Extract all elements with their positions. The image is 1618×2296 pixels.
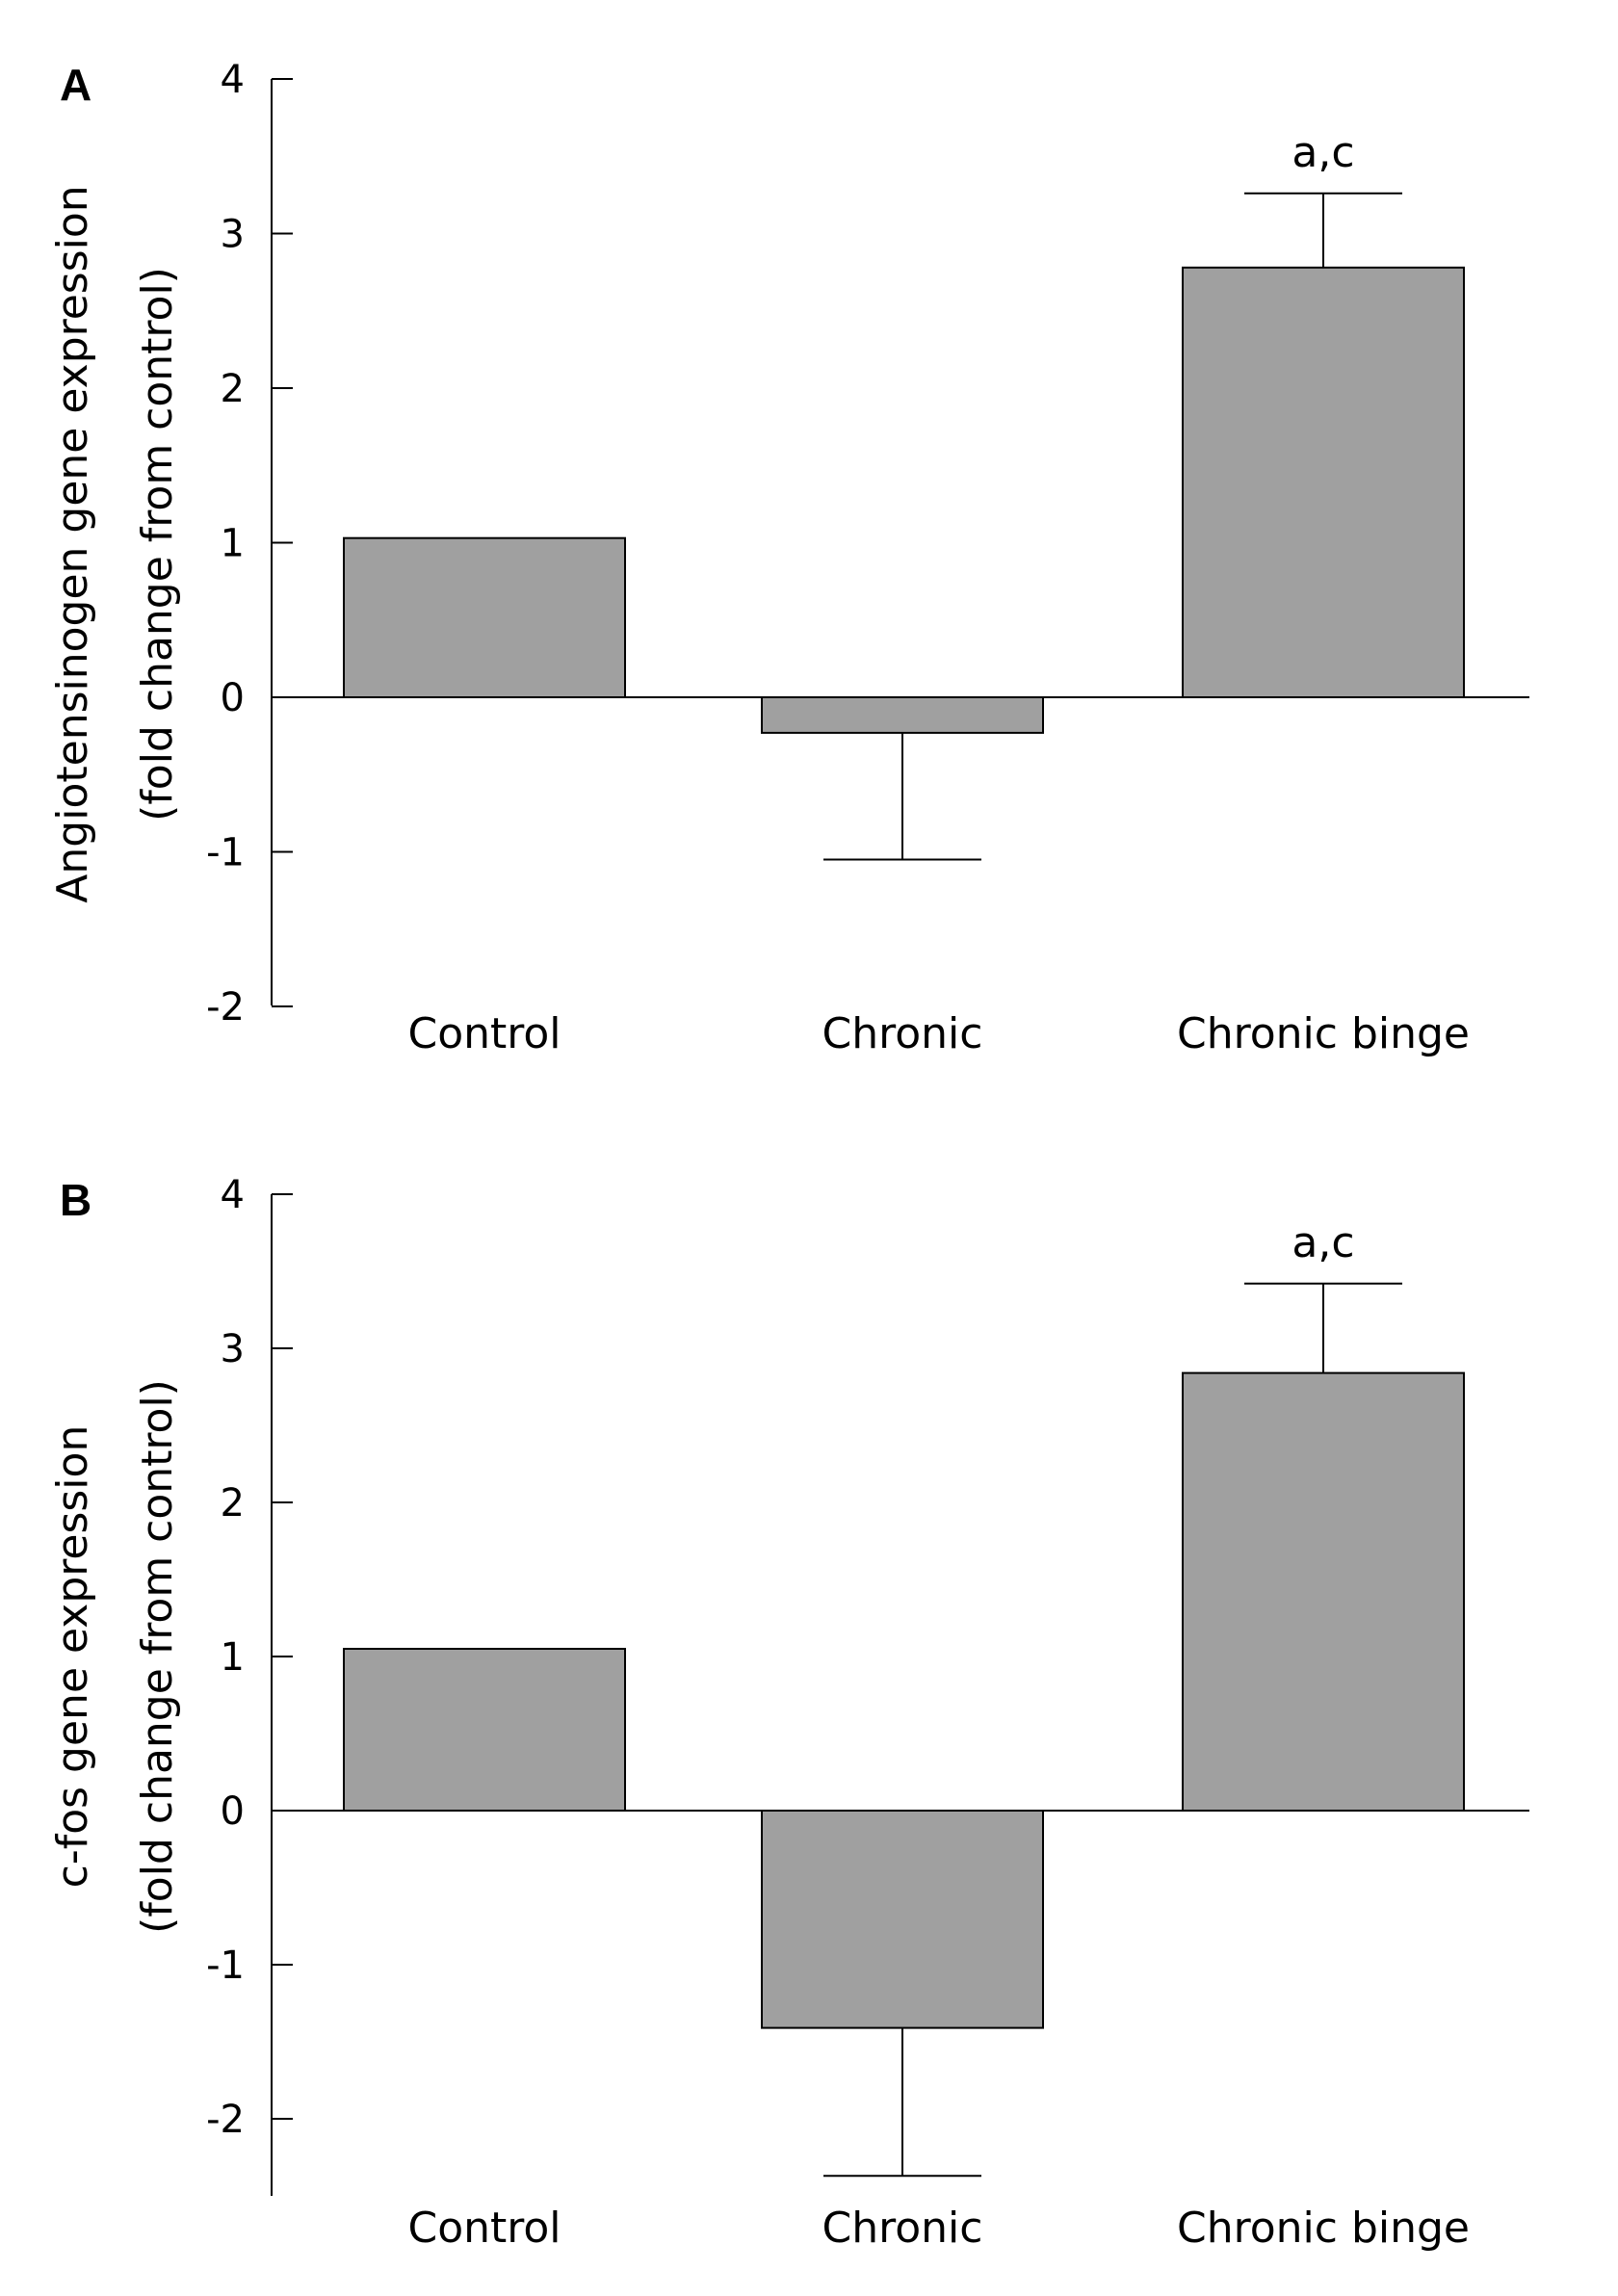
x-category-label: Chronic	[822, 2204, 983, 2253]
y-axis-title: (fold change from control)	[133, 1379, 182, 1934]
y-tick-label: 1	[221, 522, 245, 566]
bar-chronic-binge	[1182, 1371, 1465, 1812]
y-tick-label: -2	[206, 985, 245, 1030]
panel-letter: B	[60, 1175, 91, 1225]
y-tick-label: 3	[221, 213, 245, 257]
panel-letter: A	[60, 60, 91, 110]
y-tick-label: 0	[221, 676, 245, 720]
y-tick-label: -2	[206, 2098, 245, 2142]
y-tick-label: 0	[221, 1789, 245, 1834]
bar-control	[343, 536, 626, 698]
x-category-label: Chronic	[822, 1009, 983, 1058]
y-tick-label: 1	[221, 1635, 245, 1680]
y-tick-label: -1	[206, 831, 245, 875]
y-tick-label: 2	[221, 1481, 245, 1526]
bar-chronic	[761, 696, 1044, 734]
x-category-label: Chronic binge	[1177, 1009, 1470, 1058]
significance-label: a,c	[1292, 1218, 1354, 1267]
y-axis-title: (fold change from control)	[133, 267, 182, 822]
bar-control	[343, 1648, 626, 1812]
bar-chronic-binge	[1182, 266, 1465, 698]
bar-chronic	[761, 1810, 1044, 2029]
x-category-label: Chronic binge	[1177, 2204, 1470, 2253]
y-tick-label: 4	[221, 58, 245, 102]
x-category-label: Control	[407, 1009, 561, 1058]
significance-label: a,c	[1292, 128, 1354, 177]
y-tick-label: 3	[221, 1327, 245, 1371]
y-axis-title: Angiotensinogen gene expression	[48, 185, 97, 902]
y-tick-label: 4	[221, 1173, 245, 1217]
y-tick-label: 2	[221, 367, 245, 411]
y-tick-label: -1	[206, 1944, 245, 1988]
chart-panel-b: B 4 3 2 1 0 -1 -2 Control Chronic a,c Chronic binge…	[48, 1173, 1529, 2253]
y-axis-title: c-fos gene expression	[48, 1425, 97, 1889]
chart-panel-a: A 4 3 2 1 0 -1 -2 Control Chronic a,c Chronic binge…	[48, 58, 1529, 1058]
x-category-label: Control	[407, 2204, 561, 2253]
